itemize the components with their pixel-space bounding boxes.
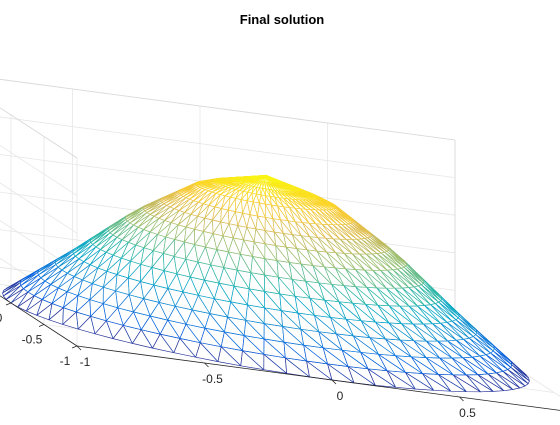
chart-title: Final solution <box>240 12 325 27</box>
x-tick-label: 0.5 <box>459 406 476 420</box>
x-tick <box>331 379 337 385</box>
y-tick <box>71 345 78 349</box>
x-tick <box>459 396 464 402</box>
mesh-triangle <box>300 208 317 225</box>
tick-labels: -1-0.500.51-1-0.500.5100.511.522.5 <box>0 311 476 420</box>
y-tick-label: -1 <box>60 354 71 368</box>
x-tick <box>76 345 82 351</box>
gridline-z <box>0 144 78 196</box>
x-tick-label: -1 <box>80 355 91 369</box>
x-tick-label: -0.5 <box>202 372 223 386</box>
axes-front-frame <box>0 295 560 411</box>
y-tick <box>5 302 12 306</box>
mesh-triangle <box>313 199 333 211</box>
x-tick-label: 0 <box>337 389 344 403</box>
frame-edge <box>0 78 456 141</box>
surface-mesh <box>2 174 530 393</box>
mesh-triangle <box>305 208 323 225</box>
gridline-z <box>0 78 456 141</box>
x-tick <box>204 362 209 368</box>
gridline-z <box>0 116 456 178</box>
frame-edge <box>0 107 78 159</box>
y-tick <box>38 324 45 327</box>
y-tick-label: 0 <box>0 311 3 325</box>
y-tick-label: -0.5 <box>22 333 43 347</box>
gridline-z <box>0 182 78 234</box>
